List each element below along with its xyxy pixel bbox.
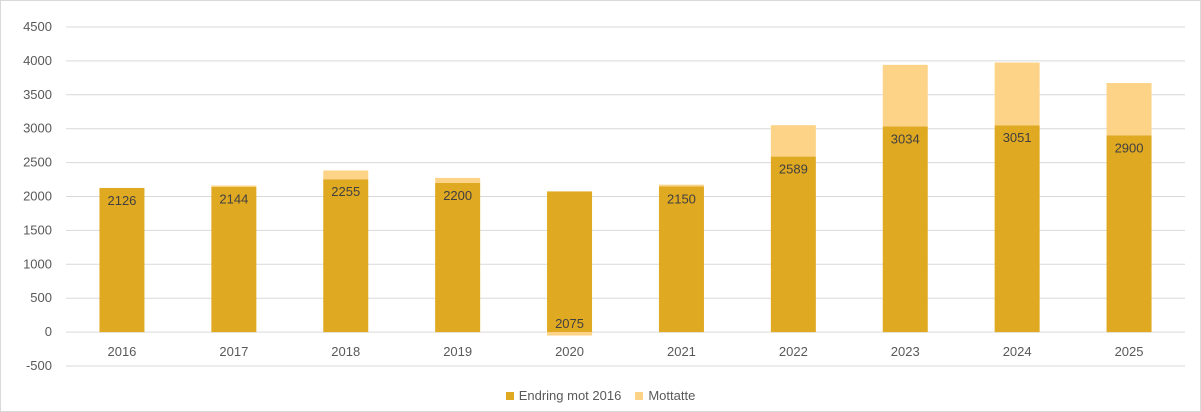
- data-label: 2075: [555, 316, 584, 331]
- data-label: 2900: [1115, 140, 1144, 155]
- bar-mottatte-2020: [547, 332, 593, 336]
- x-tick-label: 2016: [107, 344, 136, 359]
- data-label: 2255: [331, 184, 360, 199]
- x-tick-label: 2018: [331, 344, 360, 359]
- data-label: 2200: [443, 188, 472, 203]
- legend-label-mottatte: Mottatte: [648, 388, 696, 403]
- legend-swatch-endring: [505, 391, 514, 400]
- x-tick-label: 2023: [891, 344, 920, 359]
- bar-endring-2017: [211, 186, 257, 333]
- x-tick-label: 2025: [1115, 344, 1144, 359]
- x-tick-label: 2019: [443, 344, 472, 359]
- bar-mottatte-2018: [323, 170, 369, 180]
- bar-mottatte-2022: [770, 125, 816, 157]
- bar-endring-2019: [435, 182, 481, 333]
- bar-endring-2023: [882, 126, 928, 333]
- data-label: 2126: [107, 193, 136, 208]
- bar-endring-2018: [323, 179, 369, 333]
- bar-endring-2025: [1106, 135, 1152, 333]
- bars: [99, 62, 1152, 336]
- y-tick-label: 4500: [23, 19, 52, 34]
- bar-mottatte-2025: [1106, 83, 1152, 136]
- y-tick-label: 0: [45, 324, 52, 339]
- bar-mottatte-2017: [211, 185, 257, 187]
- y-tick-label: 2000: [23, 189, 52, 204]
- y-tick-label: 3500: [23, 87, 52, 102]
- x-tick-label: 2017: [219, 344, 248, 359]
- bar-endring-2020: [547, 191, 593, 333]
- bar-endring-2016: [99, 187, 145, 333]
- y-tick-label: 500: [30, 290, 52, 305]
- x-tick-label: 2022: [779, 344, 808, 359]
- x-tick-label: 2021: [667, 344, 696, 359]
- legend: Endring mot 2016 Mottatte: [0, 388, 1201, 403]
- bar-mottatte-2024: [994, 62, 1040, 126]
- x-tick-label: 2020: [555, 344, 584, 359]
- bar-mottatte-2023: [882, 64, 928, 127]
- y-tick-label: 4000: [23, 53, 52, 68]
- data-label: 2589: [779, 162, 808, 177]
- data-label: 2144: [219, 192, 248, 207]
- bar-endring-2024: [994, 125, 1040, 333]
- legend-swatch-mottatte: [635, 391, 644, 400]
- legend-item-mottatte: Mottatte: [635, 388, 695, 403]
- legend-item-endring: Endring mot 2016: [505, 388, 622, 403]
- data-label: 2150: [667, 191, 696, 206]
- y-tick-label: 3000: [23, 121, 52, 136]
- bar-mottatte-2019: [435, 177, 481, 183]
- bar-endring-2021: [658, 186, 704, 333]
- y-tick-label: 1000: [23, 256, 52, 271]
- legend-label-endring: Endring mot 2016: [518, 388, 622, 403]
- bar-endring-2022: [770, 156, 816, 333]
- y-tick-label: 1500: [23, 222, 52, 237]
- bar-mottatte-2021: [658, 184, 704, 187]
- data-labels: 2126 2144 2255 2200 2075 2150 2589 3034 3051 2900: [107, 130, 1143, 331]
- y-axis-tick-labels: 4500 4000 3500 3000 2500 2000 1500 1000 500 0 -500: [23, 19, 52, 373]
- y-tick-label: 2500: [23, 155, 52, 170]
- data-label: 3051: [1003, 130, 1032, 145]
- x-axis-tick-labels: 2016 2017 2018 2019 2020 2021 2022 2023 2024 2025: [107, 344, 1143, 359]
- x-tick-label: 2024: [1003, 344, 1032, 359]
- y-tick-label: -500: [26, 358, 52, 373]
- data-label: 3034: [891, 131, 920, 146]
